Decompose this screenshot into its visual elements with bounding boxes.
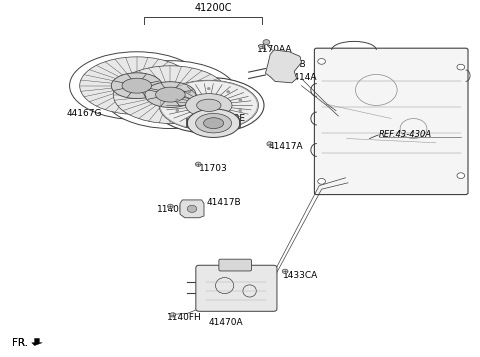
Ellipse shape xyxy=(156,87,185,102)
Text: REF.43-430A: REF.43-430A xyxy=(379,130,432,140)
FancyBboxPatch shape xyxy=(219,259,252,271)
Ellipse shape xyxy=(80,57,194,115)
Circle shape xyxy=(208,88,210,90)
Circle shape xyxy=(176,99,179,101)
Circle shape xyxy=(457,173,465,178)
Text: 41413B: 41413B xyxy=(271,60,306,69)
Ellipse shape xyxy=(122,78,152,93)
Circle shape xyxy=(170,313,176,317)
Text: 41417B: 41417B xyxy=(206,198,241,207)
Text: 41470A: 41470A xyxy=(209,317,243,327)
Circle shape xyxy=(188,91,191,92)
Circle shape xyxy=(318,59,325,64)
Ellipse shape xyxy=(145,82,196,107)
Text: 41414A: 41414A xyxy=(282,73,317,82)
Text: 44167G: 44167G xyxy=(66,109,102,118)
Circle shape xyxy=(176,110,179,111)
Text: 1140EJ: 1140EJ xyxy=(157,205,189,215)
Circle shape xyxy=(259,44,264,49)
Circle shape xyxy=(267,142,273,146)
Circle shape xyxy=(187,205,197,212)
Polygon shape xyxy=(32,338,42,346)
Text: 41200C: 41200C xyxy=(195,3,232,13)
Text: 1433CA: 1433CA xyxy=(283,271,318,280)
Ellipse shape xyxy=(159,80,258,130)
Ellipse shape xyxy=(186,94,232,117)
Text: 1170AA: 1170AA xyxy=(257,45,292,54)
Circle shape xyxy=(318,178,325,184)
Ellipse shape xyxy=(187,109,240,137)
Ellipse shape xyxy=(111,73,162,99)
Circle shape xyxy=(208,121,210,123)
Circle shape xyxy=(227,118,229,120)
Ellipse shape xyxy=(103,61,238,129)
Text: 1140FH: 1140FH xyxy=(167,312,202,322)
Ellipse shape xyxy=(196,114,231,133)
Text: 41420E: 41420E xyxy=(211,114,245,123)
Polygon shape xyxy=(180,200,204,218)
Ellipse shape xyxy=(197,99,221,111)
Circle shape xyxy=(168,204,173,208)
Circle shape xyxy=(239,110,241,111)
Text: FR.: FR. xyxy=(12,338,28,348)
Polygon shape xyxy=(265,50,301,83)
Ellipse shape xyxy=(113,66,228,124)
Circle shape xyxy=(239,99,241,101)
FancyBboxPatch shape xyxy=(196,265,277,311)
Ellipse shape xyxy=(204,118,224,129)
Ellipse shape xyxy=(70,52,204,120)
Text: FR.: FR. xyxy=(12,338,28,348)
Text: 41417A: 41417A xyxy=(269,142,303,151)
Ellipse shape xyxy=(154,77,264,133)
Circle shape xyxy=(195,162,201,166)
Circle shape xyxy=(263,40,270,45)
Circle shape xyxy=(188,118,191,120)
Circle shape xyxy=(227,91,229,92)
FancyBboxPatch shape xyxy=(314,48,468,195)
Circle shape xyxy=(282,269,288,273)
Text: 11703: 11703 xyxy=(199,164,228,173)
Circle shape xyxy=(457,64,465,70)
